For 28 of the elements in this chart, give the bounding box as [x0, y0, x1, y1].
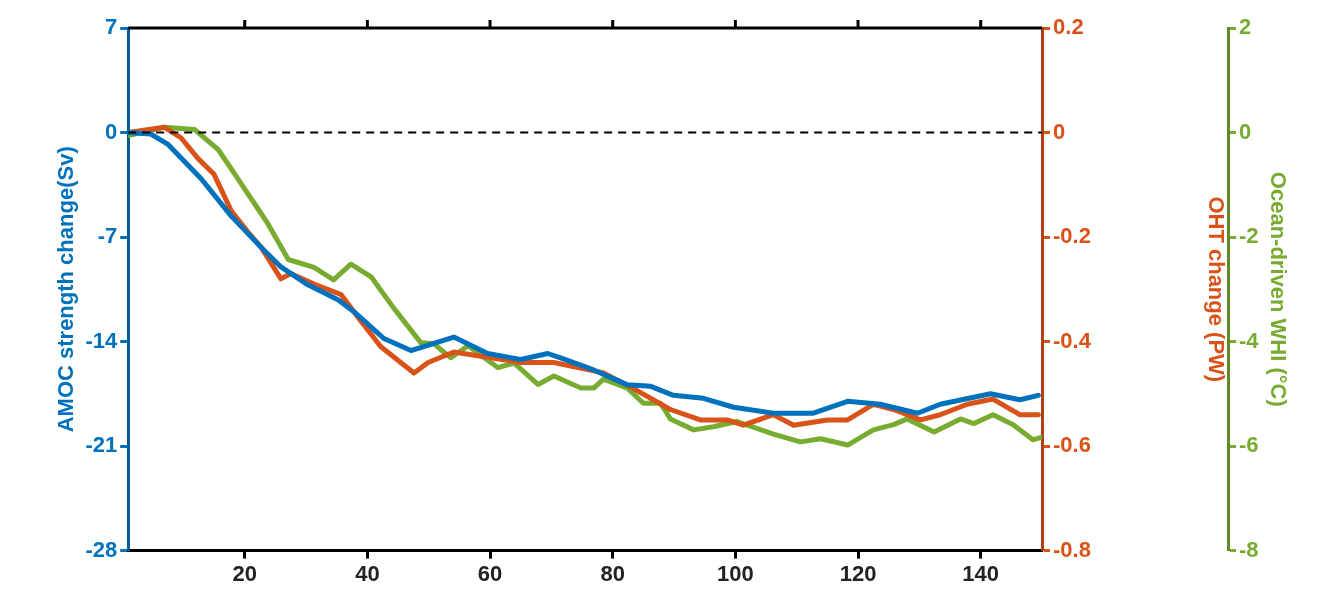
y3-tick-label: 2: [1239, 14, 1252, 40]
y3-tick-label: -2: [1239, 223, 1259, 249]
y-tick-label: -21: [85, 432, 118, 458]
y-tick-label: -7: [97, 223, 118, 249]
y-tick-label: 7: [104, 14, 118, 40]
y3-tick-label: -4: [1239, 327, 1260, 353]
x-tick-label: 120: [839, 560, 877, 586]
y-axis-title: AMOC strength change(Sv): [53, 146, 79, 433]
y2-tick-label: -0.6: [1053, 432, 1091, 458]
y-tick-label: 0: [104, 118, 118, 144]
y2-tick-label: -0.2: [1053, 223, 1091, 249]
x-tick-label: 80: [600, 560, 625, 586]
x-tick-label: 140: [962, 560, 1000, 586]
y3-tick-label: -8: [1239, 536, 1259, 562]
x-tick-label: 100: [717, 560, 754, 586]
y2-axis-title: OHT change (PW): [1203, 196, 1229, 383]
y2-tick-label: -0.8: [1053, 536, 1091, 562]
x-tick-label: 40: [355, 560, 380, 586]
x-tick-label: 60: [477, 560, 503, 586]
y2-tick-label: 0: [1053, 118, 1066, 144]
y-tick-label: -14: [85, 327, 118, 353]
y3-tick-label: -6: [1239, 432, 1259, 458]
x-tick-label: 20: [232, 560, 257, 586]
y3-tick-label: 0: [1239, 118, 1252, 144]
y2-tick-label: 0.2: [1053, 14, 1084, 40]
y-tick-label: -28: [85, 536, 118, 562]
y3-axis-title: Ocean-driven WHI (°C): [1265, 171, 1291, 407]
y2-tick-label: -0.4: [1053, 327, 1092, 353]
